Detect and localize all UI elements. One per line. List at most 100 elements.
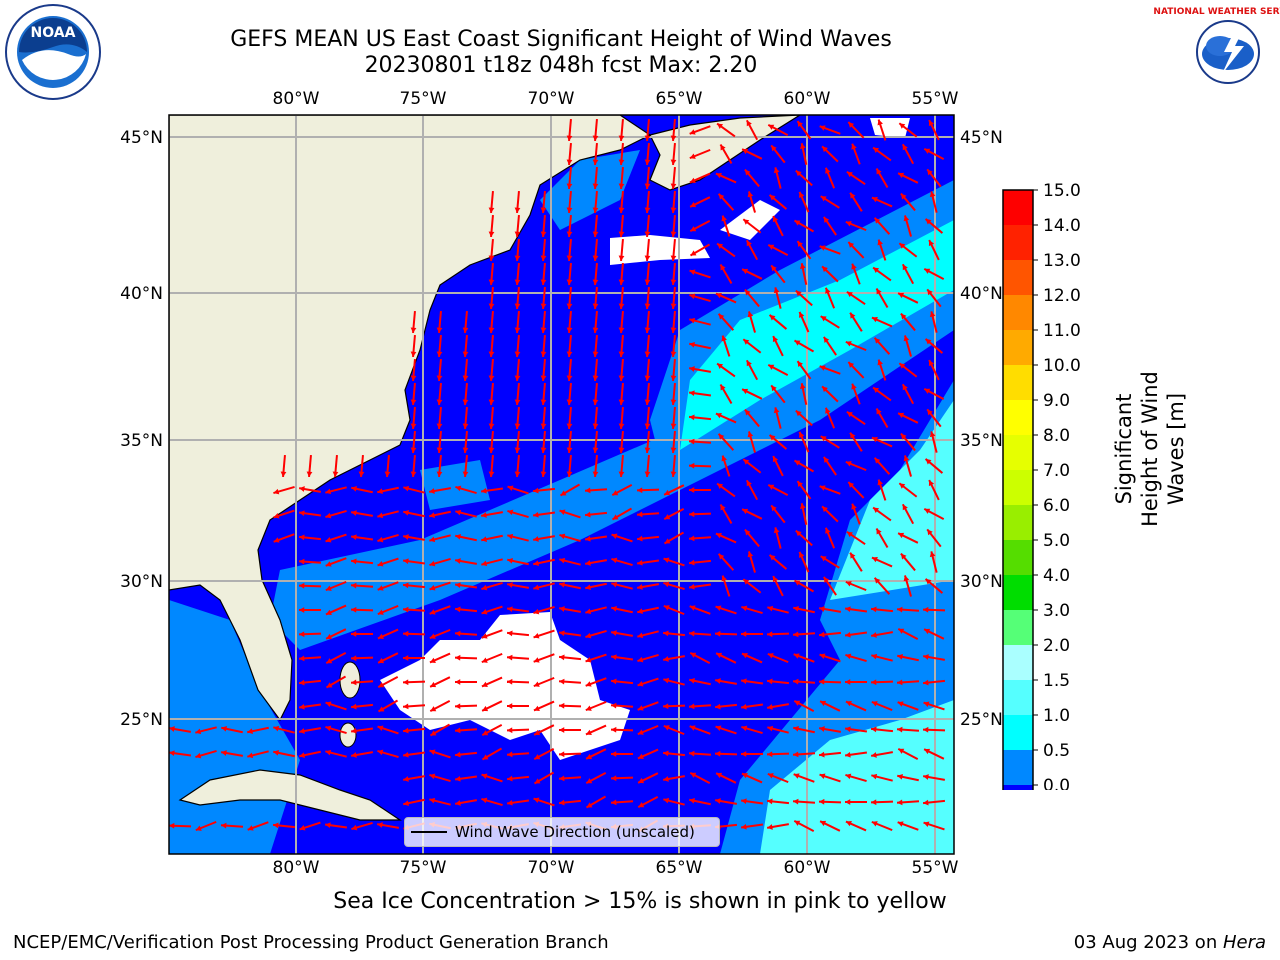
colorbar-swatch [1003,365,1033,400]
wave-direction-arrow [377,699,399,713]
wave-direction-arrow [929,191,938,213]
wave-direction-arrow [410,382,417,406]
wave-direction-arrow [325,604,347,616]
wave-direction-arrow [585,795,607,809]
wave-direction-arrow [481,605,503,615]
lat-tick-label: 35°N [960,431,1003,451]
wave-direction-arrow [410,358,417,382]
lat-tick-label: 40°N [960,284,1003,304]
wave-direction-arrow [818,678,842,685]
wave-direction-arrow [721,215,731,237]
wave-direction-arrow [818,631,842,638]
colorbar-swatch [1003,190,1033,225]
wave-direction-arrow [823,456,837,476]
wave-direction-arrow [714,678,738,685]
wave-direction-arrow [898,482,918,498]
wave-direction-arrow [689,125,711,135]
wave-direction-arrow [436,310,443,334]
wave-direction-arrow [688,630,712,637]
wave-direction-arrow [662,775,686,782]
wave-direction-arrow [824,407,836,429]
wave-direction-arrow [436,406,443,430]
wave-direction-arrow [767,363,789,377]
colorbar-swatch [1003,470,1033,505]
wave-direction-arrow [644,214,651,238]
wave-direction-arrow [481,676,503,688]
wave-direction-arrow [793,699,815,713]
wave-direction-arrow [436,358,443,382]
colorbar-swatch [1003,785,1033,790]
wave-direction-arrow [717,193,735,211]
wave-direction-arrow [689,725,711,735]
wave-direction-arrow [688,390,712,397]
wave-direction-arrow [824,527,836,549]
wave-direction-arrow [377,557,399,567]
colorbar-swatch [1003,260,1033,295]
wave-direction-arrow [689,196,711,208]
lon-tick-label: 55°W [912,858,959,878]
wave-direction-arrow [740,703,764,710]
wave-direction-arrow [928,359,940,381]
wave-direction-arrow [585,771,607,785]
wave-direction-arrow [819,485,841,495]
lon-tick-label: 60°W [784,89,831,109]
wave-direction-arrow [377,486,399,495]
wave-direction-arrow [377,725,399,735]
wave-direction-arrow [592,238,599,262]
wave-direction-arrow [715,652,737,664]
wave-direction-arrow [618,382,625,406]
wave-direction-arrow [558,630,582,637]
wave-direction-arrow [298,703,322,710]
wave-direction-arrow [506,751,530,758]
colorbar-tick-label: 4.0 [1043,566,1070,586]
wave-direction-arrow [847,361,865,379]
wave-direction-arrow [824,287,836,309]
wave-direction-arrow [796,120,812,140]
wave-direction-arrow [670,310,677,334]
wave-direction-arrow [637,630,659,639]
wave-direction-arrow [592,454,599,478]
wave-direction-arrow [819,653,841,663]
wave-direction-arrow [436,430,443,454]
wave-direction-arrow [792,678,816,685]
wave-direction-arrow [540,406,547,430]
wave-direction-arrow [584,535,608,542]
wave-direction-arrow [819,820,841,832]
wave-direction-arrow [429,723,451,737]
wave-direction-arrow [871,820,893,832]
wave-direction-arrow [715,605,737,615]
map-title: GEFS MEAN US East Coast Significant Heig… [230,27,892,52]
wave-direction-arrow [663,581,685,590]
wave-direction-arrow [747,191,756,213]
wave-direction-arrow [325,628,347,640]
colorbar-swatch [1003,400,1033,435]
wave-direction-arrow [663,677,685,686]
wave-direction-arrow [298,655,322,662]
wave-direction-arrow [715,172,737,184]
wave-direction-arrow [429,797,451,806]
wave-direction-arrow [766,823,790,830]
wave-direction-arrow [454,582,478,589]
wave-direction-arrow [481,629,503,639]
wave-direction-arrow [740,823,764,830]
colorbar-swatch [1003,750,1033,785]
wave-direction-arrow [558,751,582,758]
wave-direction-arrow [533,700,555,712]
wave-direction-arrow [169,750,192,757]
wave-direction-arrow [716,362,736,378]
wave-direction-arrow [900,432,916,452]
footer-date-text: 03 Aug 2023 on [1073,932,1223,953]
wave-direction-arrow [818,798,842,805]
wave-direction-arrow [410,310,417,334]
wave-direction-arrow [845,700,867,712]
wave-direction-arrow [770,504,786,524]
wave-direction-arrow [644,430,651,454]
wave-direction-arrow [540,214,547,238]
wave-direction-arrow [670,430,677,454]
wave-direction-arrow [429,628,451,640]
wave-direction-arrow [897,532,919,544]
wave-direction-arrow [532,487,556,494]
wave-direction-arrow [273,725,295,734]
wave-direction-arrow [325,701,347,711]
wave-direction-arrow [847,481,865,499]
